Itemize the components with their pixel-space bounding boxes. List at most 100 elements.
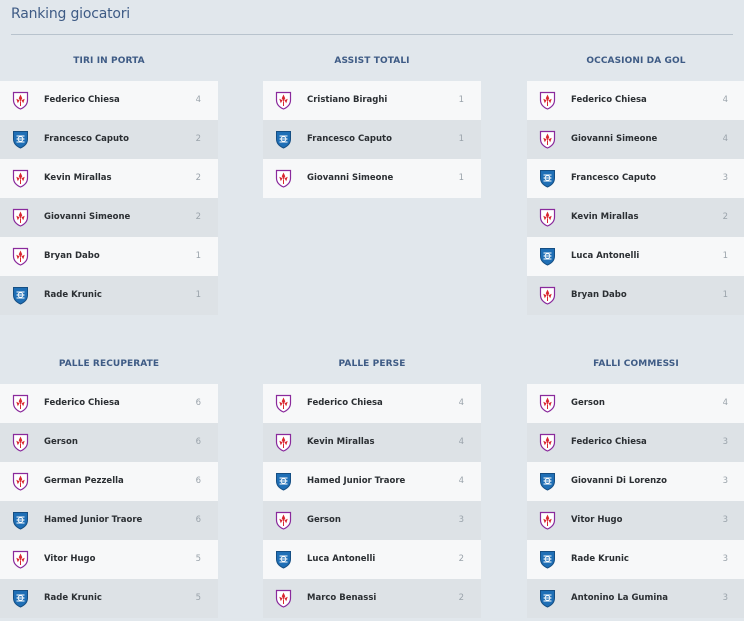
stat-value: 3	[722, 593, 728, 603]
player-name[interactable]: Kevin Mirallas	[307, 437, 375, 447]
player-row[interactable]: Federico Chiesa 4	[527, 81, 744, 120]
player-name[interactable]: Kevin Mirallas	[571, 212, 639, 222]
player-row[interactable]: Federico Chiesa 3	[527, 423, 744, 462]
player-row[interactable]: Hamed Junior Traore 4	[263, 462, 481, 501]
fiorentina-crest-icon	[539, 286, 556, 305]
ranking-list: Federico Chiesa 4 Giovanni Simeone 4 Frances…	[527, 81, 744, 315]
player-name[interactable]: Luca Antonelli	[307, 554, 376, 564]
stat-value: 2	[458, 593, 464, 603]
player-name[interactable]: Federico Chiesa	[571, 95, 647, 105]
ranking-list: Gerson 4 Federico Chiesa 3 Giovanni Di Loren…	[527, 384, 744, 618]
player-row[interactable]: Giovanni Simeone 4	[527, 120, 744, 159]
fiorentina-crest-icon	[275, 589, 292, 608]
fiorentina-crest-icon	[12, 550, 29, 569]
player-row[interactable]: Giovanni Simeone 1	[263, 159, 481, 198]
stat-value: 3	[722, 437, 728, 447]
player-name[interactable]: Vitor Hugo	[571, 515, 623, 525]
player-name[interactable]: Bryan Dabo	[44, 251, 100, 261]
stat-value: 5	[195, 593, 201, 603]
player-name[interactable]: Antonino La Gumina	[571, 593, 669, 603]
player-row[interactable]: Giovanni Di Lorenzo 3	[527, 462, 744, 501]
stat-value: 3	[722, 476, 728, 486]
empoli-crest-icon	[12, 286, 29, 305]
player-name[interactable]: Giovanni Simeone	[307, 173, 394, 183]
empoli-crest-icon	[12, 130, 29, 149]
player-row[interactable]: Gerson 3	[263, 501, 481, 540]
player-row[interactable]: Cristiano Biraghi 1	[263, 81, 481, 120]
player-row[interactable]: Luca Antonelli 1	[527, 237, 744, 276]
player-row[interactable]: Gerson 6	[0, 423, 218, 462]
player-name[interactable]: Rade Krunic	[44, 290, 102, 300]
fiorentina-crest-icon	[12, 247, 29, 266]
player-name[interactable]: Giovanni Simeone	[44, 212, 131, 222]
player-row[interactable]: Francesco Caputo 3	[527, 159, 744, 198]
stat-value: 4	[458, 398, 464, 408]
player-row[interactable]: Antonino La Gumina 3	[527, 579, 744, 618]
player-name[interactable]: Hamed Junior Traore	[307, 476, 406, 486]
player-name[interactable]: Rade Krunic	[571, 554, 629, 564]
player-name[interactable]: Kevin Mirallas	[44, 173, 112, 183]
fiorentina-crest-icon	[12, 472, 29, 491]
player-name[interactable]: Francesco Caputo	[307, 134, 392, 144]
panel-title: TIRI IN PORTA	[73, 56, 145, 66]
player-row[interactable]: Marco Benassi 2	[263, 579, 481, 618]
player-name[interactable]: Luca Antonelli	[571, 251, 640, 261]
panel-title: PALLE PERSE	[338, 359, 406, 369]
empoli-crest-icon	[275, 130, 292, 149]
player-row[interactable]: Federico Chiesa 6	[0, 384, 218, 423]
stat-value: 2	[195, 134, 201, 144]
player-row[interactable]: Kevin Mirallas 4	[263, 423, 481, 462]
player-name[interactable]: Gerson	[44, 437, 78, 447]
player-name[interactable]: German Pezzella	[44, 476, 124, 486]
player-row[interactable]: German Pezzella 6	[0, 462, 218, 501]
player-name[interactable]: Giovanni Simeone	[571, 134, 658, 144]
player-row[interactable]: Francesco Caputo 1	[263, 120, 481, 159]
player-row[interactable]: Rade Krunic 3	[527, 540, 744, 579]
player-name[interactable]: Francesco Caputo	[571, 173, 656, 183]
player-row[interactable]: Rade Krunic 1	[0, 276, 218, 315]
player-name[interactable]: Marco Benassi	[307, 593, 377, 603]
player-name[interactable]: Federico Chiesa	[571, 437, 647, 447]
panel-title: ASSIST TOTALI	[334, 56, 410, 66]
player-name[interactable]: Federico Chiesa	[44, 95, 120, 105]
player-name[interactable]: Rade Krunic	[44, 593, 102, 603]
player-row[interactable]: Luca Antonelli 2	[263, 540, 481, 579]
player-row[interactable]: Vitor Hugo 3	[527, 501, 744, 540]
player-row[interactable]: Bryan Dabo 1	[527, 276, 744, 315]
fiorentina-crest-icon	[539, 394, 556, 413]
player-row[interactable]: Rade Krunic 5	[0, 579, 218, 618]
ranking-panel-balls-recovered: PALLE RECUPERATE Federico Chiesa 6 Gerson 6…	[0, 345, 218, 618]
fiorentina-crest-icon	[275, 511, 292, 530]
stat-value: 6	[195, 437, 201, 447]
stat-value: 1	[458, 134, 464, 144]
player-row[interactable]: Federico Chiesa 4	[0, 81, 218, 120]
player-name[interactable]: Gerson	[571, 398, 605, 408]
player-name[interactable]: Bryan Dabo	[571, 290, 627, 300]
stat-value: 3	[722, 554, 728, 564]
player-row[interactable]: Bryan Dabo 1	[0, 237, 218, 276]
player-name[interactable]: Cristiano Biraghi	[307, 95, 388, 105]
player-row[interactable]: Giovanni Simeone 2	[0, 198, 218, 237]
player-name[interactable]: Federico Chiesa	[307, 398, 383, 408]
stat-value: 1	[722, 290, 728, 300]
player-name[interactable]: Vitor Hugo	[44, 554, 96, 564]
fiorentina-crest-icon	[12, 394, 29, 413]
fiorentina-crest-icon	[539, 208, 556, 227]
player-row[interactable]: Federico Chiesa 4	[263, 384, 481, 423]
player-row[interactable]: Hamed Junior Traore 6	[0, 501, 218, 540]
player-row[interactable]: Gerson 4	[527, 384, 744, 423]
player-row[interactable]: Vitor Hugo 5	[0, 540, 218, 579]
player-name[interactable]: Giovanni Di Lorenzo	[571, 476, 667, 486]
fiorentina-crest-icon	[12, 169, 29, 188]
player-row[interactable]: Kevin Mirallas 2	[527, 198, 744, 237]
fiorentina-crest-icon	[275, 394, 292, 413]
player-name[interactable]: Gerson	[307, 515, 341, 525]
empoli-crest-icon	[12, 589, 29, 608]
player-row[interactable]: Francesco Caputo 2	[0, 120, 218, 159]
fiorentina-crest-icon	[539, 130, 556, 149]
player-name[interactable]: Federico Chiesa	[44, 398, 120, 408]
player-name[interactable]: Hamed Junior Traore	[44, 515, 143, 525]
player-row[interactable]: Kevin Mirallas 2	[0, 159, 218, 198]
player-name[interactable]: Francesco Caputo	[44, 134, 129, 144]
empoli-crest-icon	[539, 169, 556, 188]
